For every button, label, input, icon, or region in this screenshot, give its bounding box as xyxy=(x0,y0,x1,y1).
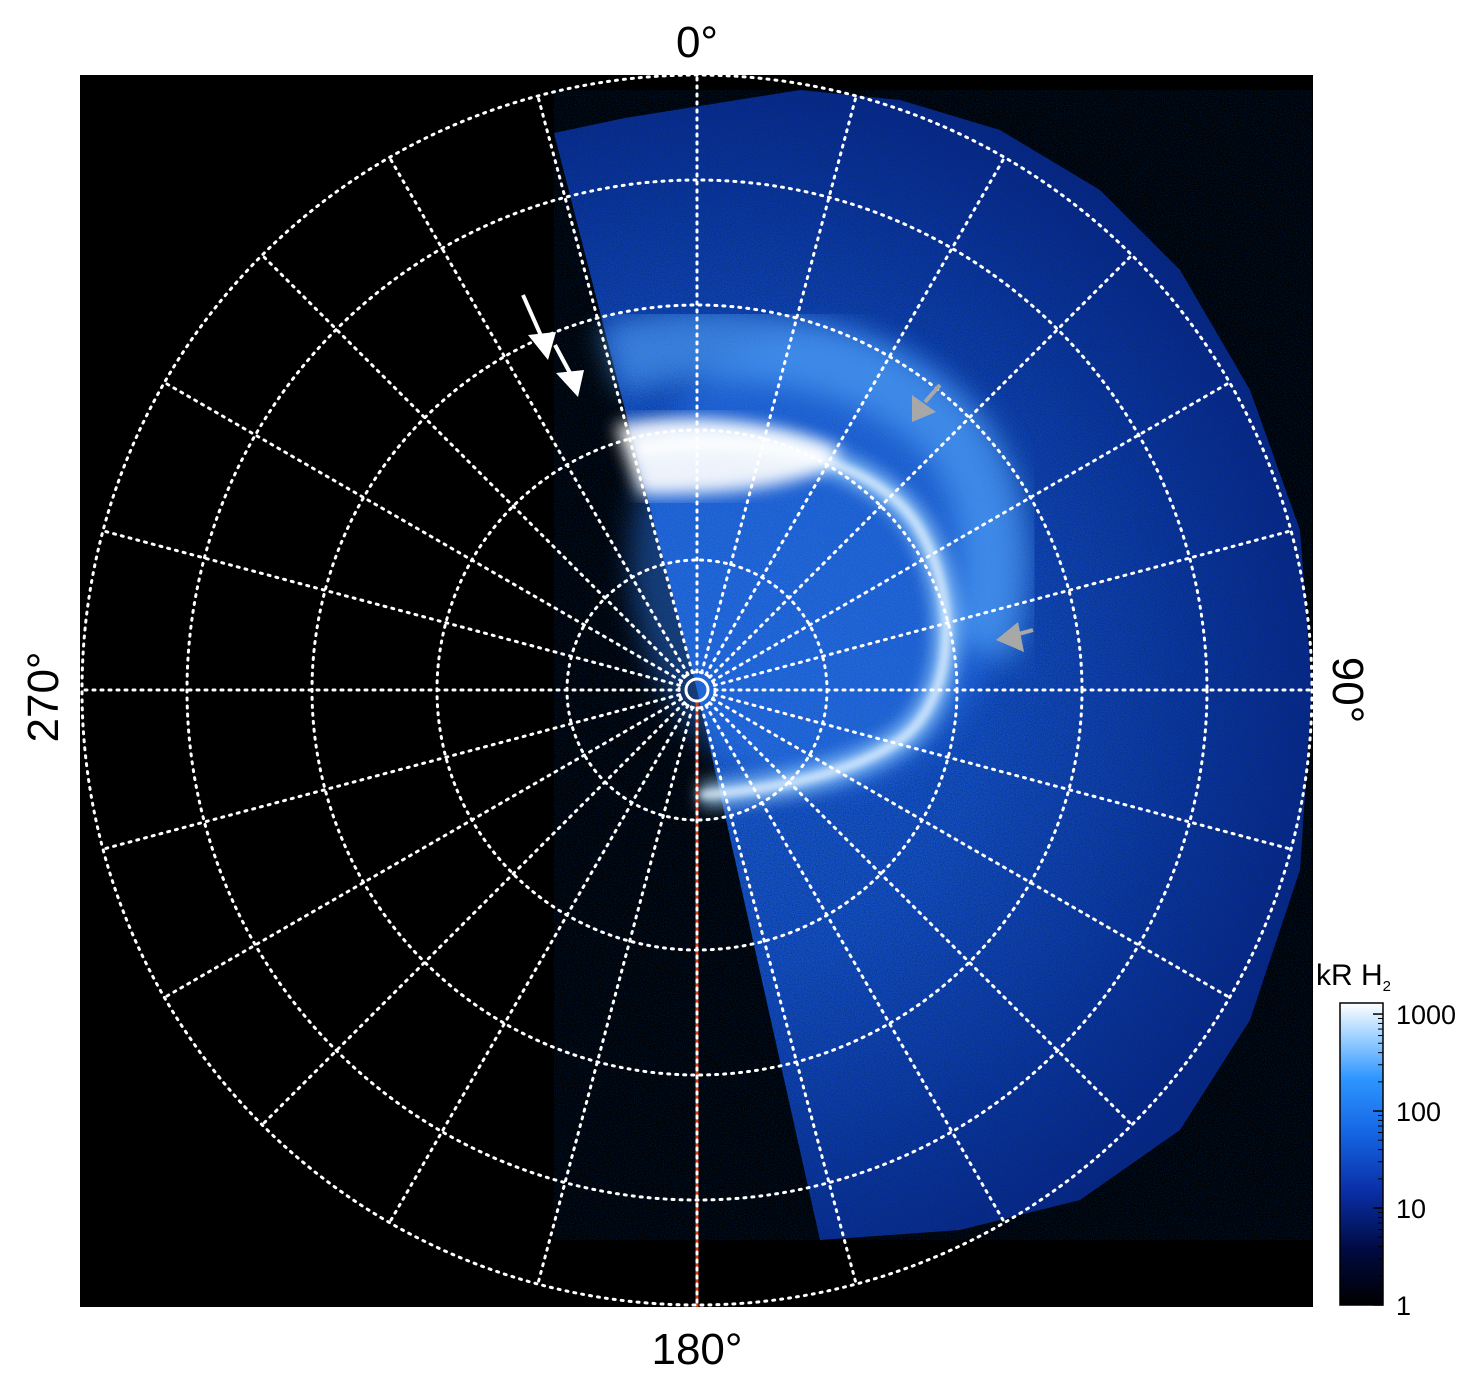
grid-spoke-330 xyxy=(388,155,690,676)
label-270-deg: 270° xyxy=(19,651,68,742)
grid-spoke-60 xyxy=(711,381,1232,683)
label-90-deg: 90° xyxy=(1323,657,1372,724)
grid-spoke-315 xyxy=(260,253,686,679)
colorbar-unit: kR H2 xyxy=(1316,959,1391,995)
grid-spoke-210 xyxy=(388,704,690,1225)
grey-arrow-1 xyxy=(912,383,942,422)
colorbar-gradient xyxy=(1339,1002,1384,1306)
grid-circle-5 xyxy=(80,75,1313,1307)
grid-spoke-120 xyxy=(711,697,1232,999)
colorbar-ticks: 1000 100 10 1 xyxy=(1373,1000,1456,1321)
grid-spoke-345 xyxy=(536,94,694,675)
outer-diffuse-band xyxy=(598,309,1031,663)
grid-spoke-285 xyxy=(101,529,682,687)
polar-grid xyxy=(80,75,1313,1307)
grid-spoke-225 xyxy=(260,701,686,1127)
colorbar-tick-label-1000: 1000 xyxy=(1396,1000,1456,1030)
grid-spoke-30 xyxy=(704,155,1006,676)
grid-spoke-255 xyxy=(101,693,682,851)
emission-layer xyxy=(80,75,1313,1307)
grid-spoke-105 xyxy=(712,693,1293,851)
grid-spoke-45 xyxy=(708,253,1134,679)
grid-spoke-135 xyxy=(708,701,1134,1127)
white-arrow-1 xyxy=(521,294,556,360)
grid-spoke-300 xyxy=(162,381,683,683)
colorbar-tick-label-100: 100 xyxy=(1396,1097,1441,1127)
colorbar: kR H2 1000 100 10 1 xyxy=(1316,959,1456,1321)
grid-spoke-150 xyxy=(704,704,1006,1225)
label-180-deg: 180° xyxy=(651,1325,742,1374)
grid-spoke-75 xyxy=(712,529,1293,687)
grid-spoke-195 xyxy=(536,705,694,1286)
grey-arrow-2 xyxy=(996,622,1034,652)
white-arrow-2 xyxy=(553,344,584,397)
grid-spoke-240 xyxy=(162,697,683,999)
pole-marker xyxy=(684,677,710,703)
colorbar-tick-label-10: 10 xyxy=(1396,1194,1426,1224)
label-0-deg: 0° xyxy=(676,18,718,67)
bright-dawn-patch xyxy=(615,418,840,495)
grid-spoke-165 xyxy=(700,705,858,1286)
grid-spoke-15 xyxy=(700,94,858,675)
grid-circle-4 xyxy=(185,178,1209,1202)
colorbar-tick-label-1: 1 xyxy=(1396,1291,1411,1321)
